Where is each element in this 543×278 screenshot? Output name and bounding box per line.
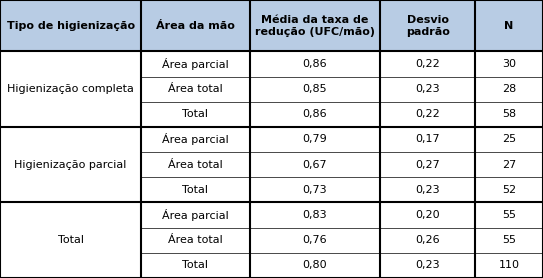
Text: 0,85: 0,85 — [302, 84, 327, 94]
Text: 0,23: 0,23 — [415, 84, 440, 94]
Bar — [0, 127, 543, 152]
Text: Higienização completa: Higienização completa — [7, 84, 134, 94]
Bar — [0, 76, 543, 102]
Text: 0,27: 0,27 — [415, 160, 440, 170]
Text: 52: 52 — [502, 185, 516, 195]
Text: 0,76: 0,76 — [302, 235, 327, 245]
Bar — [0, 152, 543, 177]
Text: Média da taxa de
redução (UFC/mão): Média da taxa de redução (UFC/mão) — [255, 15, 375, 36]
Text: Total: Total — [182, 109, 209, 119]
Bar — [0, 102, 543, 127]
Text: 55: 55 — [502, 210, 516, 220]
Text: 0,67: 0,67 — [302, 160, 327, 170]
Text: 0,22: 0,22 — [415, 59, 440, 69]
Text: 0,79: 0,79 — [302, 135, 327, 145]
Text: Área total: Área total — [168, 160, 223, 170]
Text: Área da mão: Área da mão — [156, 21, 235, 31]
Text: N: N — [504, 21, 514, 31]
Text: Área total: Área total — [168, 84, 223, 94]
Text: Área total: Área total — [168, 235, 223, 245]
Text: 110: 110 — [498, 260, 520, 270]
Text: 0,23: 0,23 — [415, 260, 440, 270]
Text: 0,86: 0,86 — [302, 109, 327, 119]
Text: Total: Total — [182, 185, 209, 195]
Text: 0,73: 0,73 — [302, 185, 327, 195]
Text: 0,17: 0,17 — [415, 135, 440, 145]
Bar — [0, 177, 543, 202]
Text: 0,23: 0,23 — [415, 185, 440, 195]
Text: Tipo de higienização: Tipo de higienização — [7, 21, 135, 31]
Text: 27: 27 — [502, 160, 516, 170]
Text: Desvio
padrão: Desvio padrão — [406, 15, 450, 36]
Text: Área parcial: Área parcial — [162, 209, 229, 221]
Bar — [0, 51, 543, 77]
Text: 0,83: 0,83 — [302, 210, 327, 220]
Text: Total: Total — [182, 260, 209, 270]
Text: 0,20: 0,20 — [415, 210, 440, 220]
Text: 0,22: 0,22 — [415, 109, 440, 119]
Text: Área parcial: Área parcial — [162, 133, 229, 145]
Bar — [0, 253, 543, 278]
Bar — [0, 0, 543, 51]
Text: Higienização parcial: Higienização parcial — [15, 160, 127, 170]
Bar — [0, 227, 543, 253]
Text: Área parcial: Área parcial — [162, 58, 229, 70]
Text: 0,80: 0,80 — [302, 260, 327, 270]
Text: 0,86: 0,86 — [302, 59, 327, 69]
Text: 25: 25 — [502, 135, 516, 145]
Text: Total: Total — [58, 235, 84, 245]
Bar — [0, 202, 543, 227]
Text: 30: 30 — [502, 59, 516, 69]
Text: 58: 58 — [502, 109, 516, 119]
Text: 0,26: 0,26 — [415, 235, 440, 245]
Text: 28: 28 — [502, 84, 516, 94]
Text: 55: 55 — [502, 235, 516, 245]
